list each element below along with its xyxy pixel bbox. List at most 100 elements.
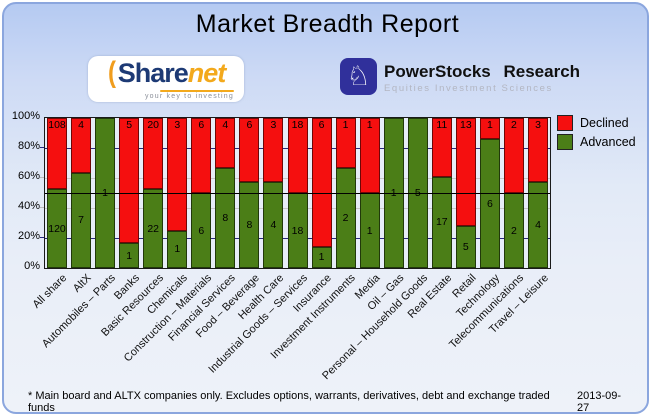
- sharenet-wordmark: ( Share net: [88, 57, 244, 89]
- chart-bar: 18 18: [287, 118, 308, 268]
- declined-value-label: 1: [342, 119, 349, 131]
- legend: Declined Advanced: [557, 115, 636, 153]
- declined-value-label: 11: [436, 119, 448, 131]
- powerstocks-tagline: Equities Investment Sciences: [384, 83, 553, 94]
- fifty-percent-line: [45, 193, 550, 194]
- sharenet-word-share: Share: [117, 58, 189, 88]
- advanced-value-label: 2: [342, 212, 349, 224]
- declined-segment: [455, 118, 476, 227]
- declined-segment: [215, 118, 236, 168]
- declined-segment: [263, 118, 284, 183]
- declined-value-label: 6: [198, 119, 205, 131]
- report-date: 2013-09-27: [577, 390, 622, 414]
- legend-advanced-label: Advanced: [580, 135, 636, 149]
- advanced-value-label: 22: [147, 222, 160, 235]
- advanced-value-label: 4: [270, 219, 277, 232]
- legend-item-advanced: Advanced: [557, 134, 636, 150]
- y-axis-tick: [40, 237, 44, 238]
- powerstocks-text: PowerStocks Research Equities Investment…: [384, 58, 580, 94]
- powerstocks-name: PowerStocks Research: [384, 62, 581, 81]
- sharenet-logo: ( Share net your key to investing: [88, 56, 244, 102]
- legend-advanced-swatch: [557, 134, 573, 150]
- declined-segment: [503, 118, 524, 193]
- declined-value-label: 13: [460, 119, 472, 131]
- declined-segment: [431, 118, 452, 177]
- advanced-value-label: 7: [78, 214, 84, 227]
- declined-value-label: 3: [174, 119, 181, 131]
- declined-value-label: 1: [486, 119, 493, 131]
- chart-bar: 108 120: [47, 118, 67, 268]
- declined-value-label: 1: [366, 119, 373, 131]
- declined-value-label: 3: [270, 119, 277, 131]
- advanced-segment: [311, 246, 332, 268]
- advanced-segment: [239, 182, 260, 268]
- sharenet-arc-icon: (: [107, 56, 116, 89]
- advanced-segment: [71, 172, 92, 268]
- declined-segment: [167, 118, 188, 231]
- declined-value-label: 3: [535, 119, 541, 131]
- declined-value-label: 20: [147, 119, 160, 131]
- y-axis-label: 0%: [24, 260, 40, 272]
- advanced-segment: [167, 230, 188, 268]
- y-axis-label: 60%: [17, 170, 40, 182]
- advanced-segment: [143, 189, 164, 268]
- declined-value-label: 6: [246, 119, 253, 131]
- advanced-value-label: 1: [174, 243, 181, 256]
- advanced-value-label: 8: [246, 219, 253, 232]
- declined-segment: [119, 118, 140, 243]
- sharenet-underline: [160, 90, 234, 92]
- advanced-value-label: 8: [222, 212, 229, 224]
- advanced-segment: [479, 139, 500, 268]
- declined-segment: [335, 118, 356, 168]
- advanced-segment: [263, 182, 284, 268]
- declined-value-label: 18: [291, 119, 304, 131]
- advanced-value-label: 5: [462, 241, 469, 254]
- declined-value-label: 2: [511, 119, 517, 131]
- advanced-value-label: 17: [435, 216, 448, 229]
- declined-value-label: 4: [222, 119, 229, 131]
- declined-segment: [239, 118, 260, 183]
- declined-segment: [47, 118, 67, 190]
- footer: * Main board and ALTX companies only. Ex…: [28, 390, 633, 414]
- page-title: Market Breadth Report: [195, 10, 460, 38]
- advanced-value-label: 120: [48, 222, 66, 235]
- legend-declined-swatch: [557, 115, 573, 131]
- declined-segment: [528, 118, 548, 183]
- sharenet-word-net: net: [187, 58, 226, 88]
- advanced-segment: [431, 176, 452, 268]
- chart-bar: 20 22: [143, 118, 164, 268]
- declined-value-label: 6: [318, 119, 325, 131]
- advanced-segment: [455, 226, 476, 268]
- advanced-value-label: 4: [535, 219, 541, 232]
- declined-segment: [71, 118, 92, 173]
- plot-area: 1081204715120223166486834181861121115111…: [44, 117, 551, 269]
- advanced-segment: [119, 243, 140, 268]
- legend-declined-label: Declined: [580, 116, 629, 130]
- chart-bar: 11 17: [431, 118, 452, 268]
- advanced-segment: [528, 182, 548, 268]
- powerstocks-logo: ♘ PowerStocks Research Equities Investme…: [340, 58, 580, 95]
- y-axis-tick: [40, 147, 44, 148]
- advanced-value-label: 1: [318, 251, 325, 264]
- advanced-value-label: 6: [486, 197, 493, 210]
- chess-knight-icon: ♘: [340, 58, 377, 95]
- declined-value-label: 108: [48, 119, 66, 131]
- y-axis-label: 20%: [17, 230, 40, 242]
- y-axis-label: 80%: [17, 140, 40, 152]
- declined-value-label: 4: [78, 119, 84, 131]
- advanced-segment: [47, 189, 67, 268]
- sharenet-tagline: your key to investing: [144, 93, 234, 100]
- declined-segment: [311, 118, 332, 247]
- declined-value-label: 5: [126, 119, 133, 131]
- advanced-value-label: 2: [511, 224, 517, 237]
- declined-segment: [143, 118, 164, 190]
